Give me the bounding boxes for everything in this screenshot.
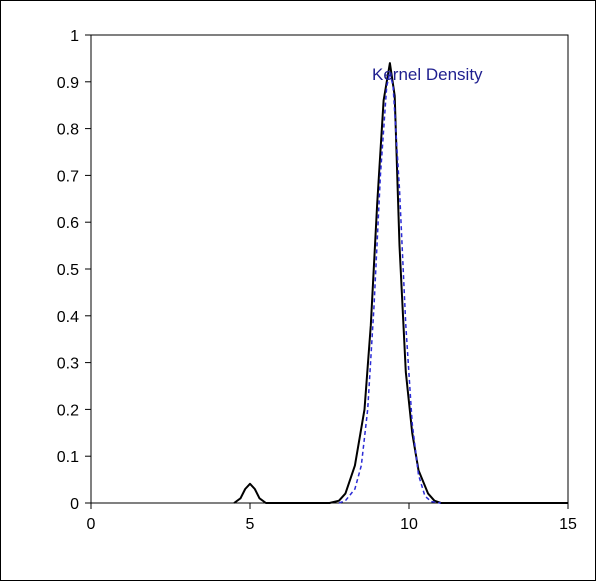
- y-tick-label: 0.4: [57, 309, 79, 326]
- x-tick-label: 15: [559, 516, 577, 533]
- y-tick-label: 0.2: [57, 402, 79, 419]
- x-tick-label: 10: [400, 516, 418, 533]
- kernel-density-annotation: Kernel Density: [372, 65, 483, 84]
- y-tick-label: 0.8: [57, 122, 79, 139]
- y-tick-label: 0: [70, 496, 79, 513]
- y-tick-label: 0.3: [57, 356, 79, 373]
- y-tick-label: 0.5: [57, 262, 79, 279]
- plot-area: [90, 34, 569, 504]
- dashed-density-line: [338, 71, 441, 504]
- y-tick-label: 1: [70, 28, 79, 45]
- series-group: [233, 62, 568, 504]
- solid-density-line: [233, 62, 568, 504]
- x-tick-label: 0: [87, 516, 96, 533]
- x-tick-label: 5: [246, 516, 255, 533]
- y-tick-label: 0.9: [57, 75, 79, 92]
- y-tick-label: 0.6: [57, 215, 79, 232]
- y-tick-label: 0.7: [57, 168, 79, 185]
- y-tick-label: 0.1: [57, 449, 79, 466]
- axes: 00.10.20.30.40.50.60.70.80.910 5 10 15: [57, 28, 577, 533]
